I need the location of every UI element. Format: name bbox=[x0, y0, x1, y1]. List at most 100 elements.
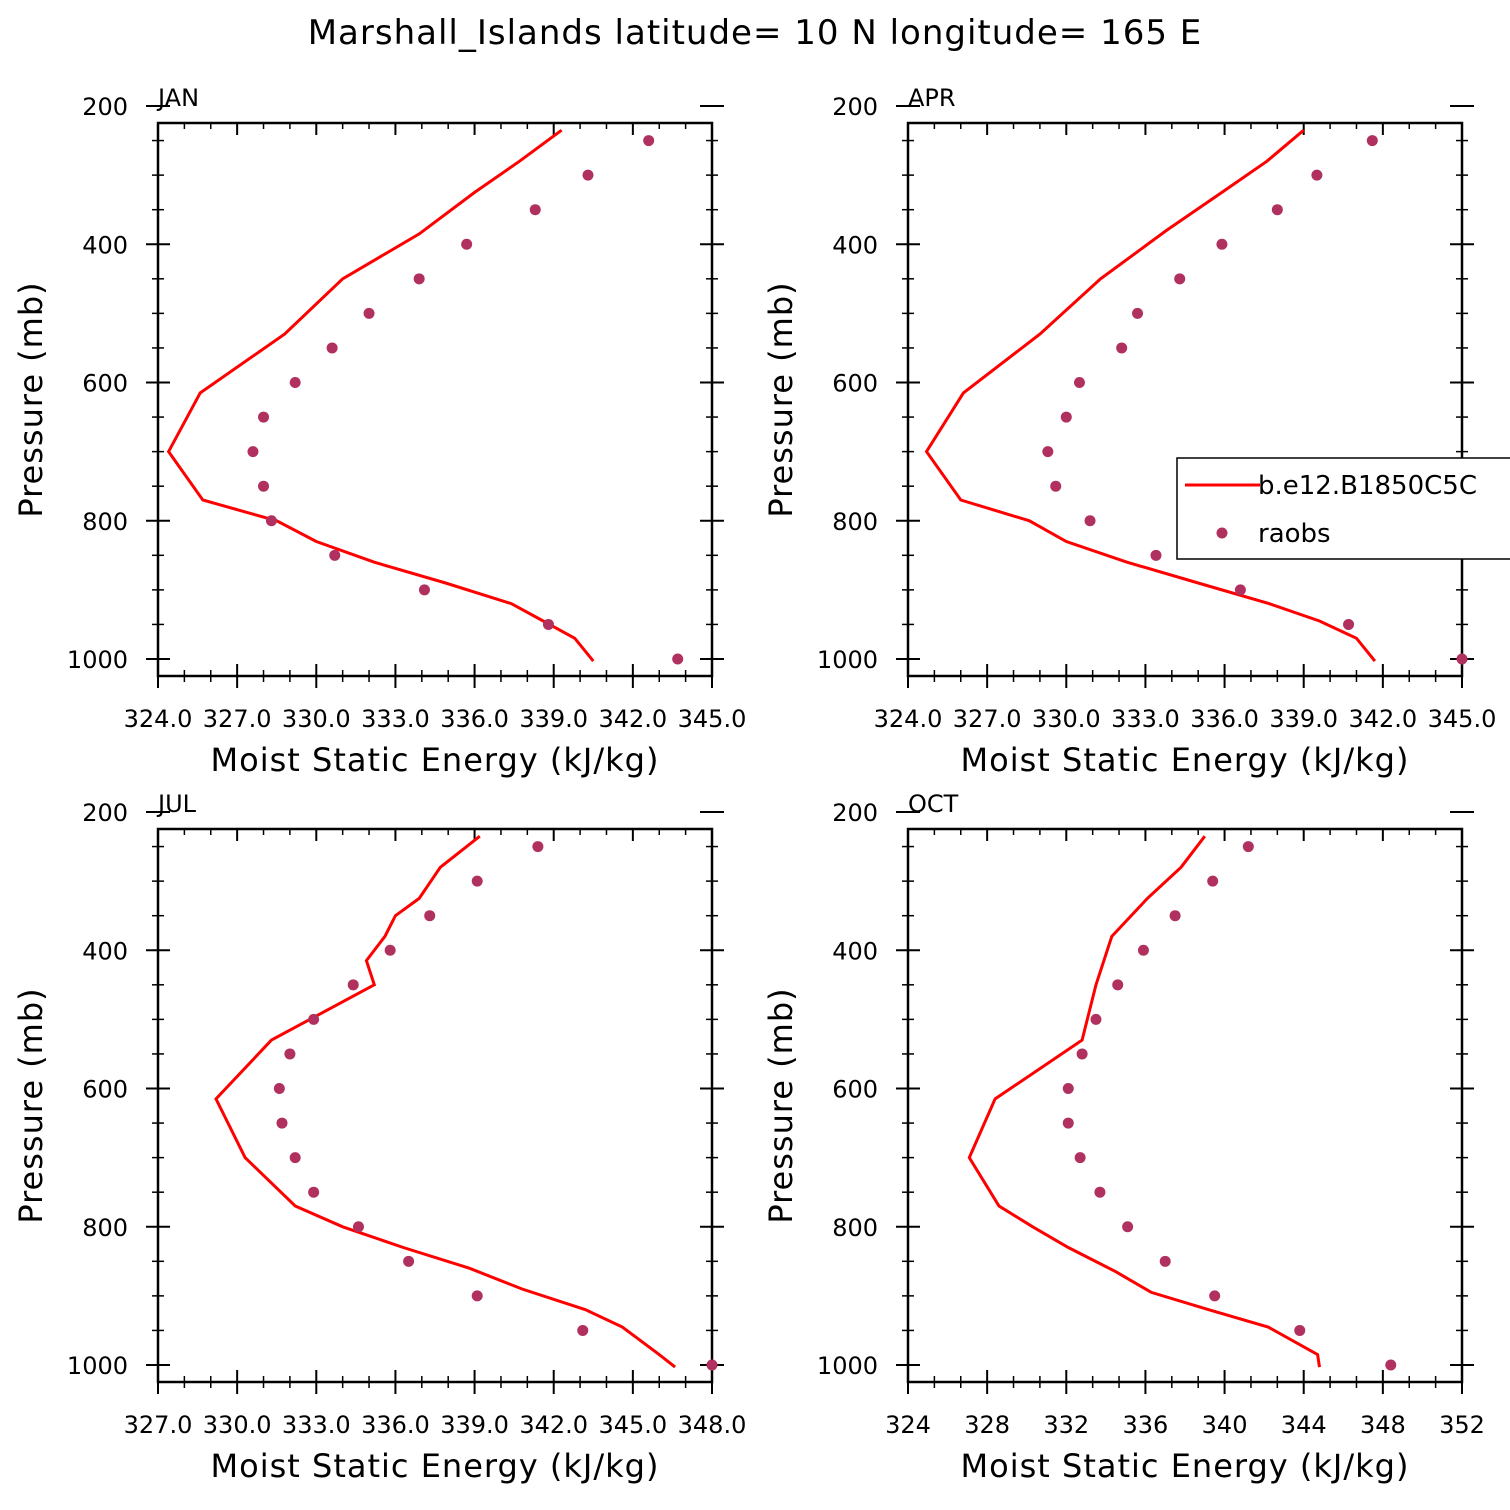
obs-point bbox=[672, 653, 684, 665]
panel-label: JUL bbox=[156, 790, 197, 818]
obs-point bbox=[532, 841, 544, 853]
model-line bbox=[967, 835, 1321, 1368]
model-line bbox=[166, 128, 595, 663]
obs-point bbox=[308, 1186, 320, 1198]
obs-point bbox=[1343, 618, 1355, 630]
obs-point bbox=[582, 169, 594, 181]
obs-point bbox=[276, 1117, 288, 1129]
obs-point bbox=[403, 1255, 415, 1267]
x-tick-label: 348.0 bbox=[678, 1411, 747, 1439]
obs-point bbox=[1271, 204, 1283, 216]
obs-point bbox=[1174, 273, 1186, 285]
obs-point bbox=[1090, 1013, 1102, 1025]
model-line bbox=[924, 129, 1377, 663]
y-tick-label: 400 bbox=[832, 231, 878, 259]
obs-point bbox=[363, 307, 375, 319]
x-tick-label: 327.0 bbox=[124, 1411, 193, 1439]
x-tick-label: 333.0 bbox=[1111, 705, 1180, 733]
x-tick-label: 336.0 bbox=[440, 705, 509, 733]
x-tick-label: 324 bbox=[885, 1411, 931, 1439]
obs-point bbox=[424, 910, 436, 922]
obs-point bbox=[1385, 1359, 1397, 1371]
y-tick-label: 800 bbox=[832, 1214, 878, 1242]
obs-point bbox=[1132, 307, 1144, 319]
obs-point bbox=[529, 204, 541, 216]
obs-point bbox=[1159, 1255, 1171, 1267]
x-tick-label: 324.0 bbox=[124, 705, 193, 733]
x-tick-label: 342.0 bbox=[598, 705, 667, 733]
obs-point bbox=[326, 342, 338, 354]
model-line bbox=[214, 835, 677, 1369]
y-axis-title: Pressure (mb) bbox=[12, 987, 50, 1223]
x-tick-label: 345.0 bbox=[1428, 705, 1497, 733]
y-tick-label: 600 bbox=[832, 1076, 878, 1104]
obs-point bbox=[1169, 910, 1181, 922]
panel-oct: OCT 324 328 332 336 340 344 348 352 200 400 600 800 1… bbox=[762, 790, 1485, 1485]
y-tick-label: 400 bbox=[82, 231, 128, 259]
obs-point bbox=[1062, 1083, 1074, 1094]
x-tick-label: 330.0 bbox=[1032, 705, 1101, 733]
obs-point bbox=[418, 584, 430, 596]
y-tick-label: 600 bbox=[82, 370, 128, 398]
panel-apr: APR 324.0 327.0 330.0 333.0 336.0 339.0 342.0 34… bbox=[762, 84, 1510, 779]
x-tick-label: 342.0 bbox=[519, 1411, 588, 1439]
obs-point bbox=[1311, 169, 1323, 181]
obs-point bbox=[347, 979, 359, 991]
obs-point bbox=[1084, 515, 1096, 527]
x-tick-label: 333.0 bbox=[361, 705, 430, 733]
obs-point bbox=[265, 515, 277, 527]
x-tick-label: 333.0 bbox=[282, 1411, 351, 1439]
obs-point bbox=[308, 1013, 320, 1025]
panel-label: OCT bbox=[908, 790, 959, 818]
plot-frame bbox=[906, 827, 1464, 1384]
x-tick-label: 339.0 bbox=[519, 705, 588, 733]
obs-point bbox=[384, 944, 396, 956]
x-tick-label: 336 bbox=[1123, 1411, 1169, 1439]
y-axis-title: Pressure (mb) bbox=[12, 281, 50, 517]
y-tick-label: 200 bbox=[832, 93, 878, 121]
x-tick-label: 324.0 bbox=[874, 705, 943, 733]
obs-point bbox=[461, 238, 473, 250]
obs-point bbox=[284, 1048, 296, 1060]
figure-title: Marshall_Islands latitude= 10 N longitud… bbox=[308, 13, 1203, 53]
x-tick-label: 336.0 bbox=[361, 1411, 430, 1439]
x-tick-label: 339.0 bbox=[440, 1411, 509, 1439]
obs-point bbox=[1207, 875, 1219, 887]
x-tick-label: 327.0 bbox=[203, 705, 272, 733]
x-tick-label: 328 bbox=[964, 1411, 1010, 1439]
x-tick-label: 348 bbox=[1360, 1411, 1406, 1439]
y-tick-label: 1000 bbox=[817, 1352, 878, 1380]
x-axis-title: Moist Static Energy (kJ/kg) bbox=[211, 741, 660, 779]
y-tick-label: 200 bbox=[82, 799, 128, 827]
obs-point bbox=[1094, 1186, 1106, 1198]
obs-point bbox=[1116, 342, 1128, 354]
x-axis-title: Moist Static Energy (kJ/kg) bbox=[211, 1447, 660, 1485]
x-tick-label: 342.0 bbox=[1348, 705, 1417, 733]
obs-point bbox=[1137, 944, 1149, 956]
y-tick-label: 800 bbox=[82, 508, 128, 536]
obs-point bbox=[1076, 1048, 1088, 1060]
obs-point bbox=[289, 1152, 301, 1164]
obs-point bbox=[1456, 653, 1468, 665]
panel-jul: JUL 327.0 330.0 333.0 336.0 339.0 342.0 345.0 34… bbox=[12, 790, 746, 1485]
y-tick-label: 200 bbox=[82, 93, 128, 121]
obs-point bbox=[1294, 1324, 1306, 1336]
obs-point bbox=[273, 1083, 285, 1094]
obs-point bbox=[352, 1221, 364, 1233]
obs-point bbox=[471, 875, 483, 887]
y-tick-label: 600 bbox=[832, 370, 878, 398]
legend-obs-marker bbox=[1216, 527, 1228, 539]
x-axis-title: Moist Static Energy (kJ/kg) bbox=[961, 741, 1410, 779]
legend-model-label: b.e12.B1850C5C bbox=[1258, 471, 1477, 501]
x-tick-label: 332 bbox=[1043, 1411, 1089, 1439]
obs-point bbox=[329, 549, 341, 561]
obs-point bbox=[413, 273, 425, 285]
x-tick-label: 345.0 bbox=[678, 705, 747, 733]
obs-point bbox=[1050, 480, 1062, 492]
plot-frame bbox=[156, 827, 714, 1384]
y-tick-label: 400 bbox=[832, 937, 878, 965]
x-tick-label: 330.0 bbox=[203, 1411, 272, 1439]
obs-point bbox=[1112, 979, 1124, 991]
obs-point bbox=[706, 1359, 718, 1371]
obs-point bbox=[1234, 584, 1246, 596]
